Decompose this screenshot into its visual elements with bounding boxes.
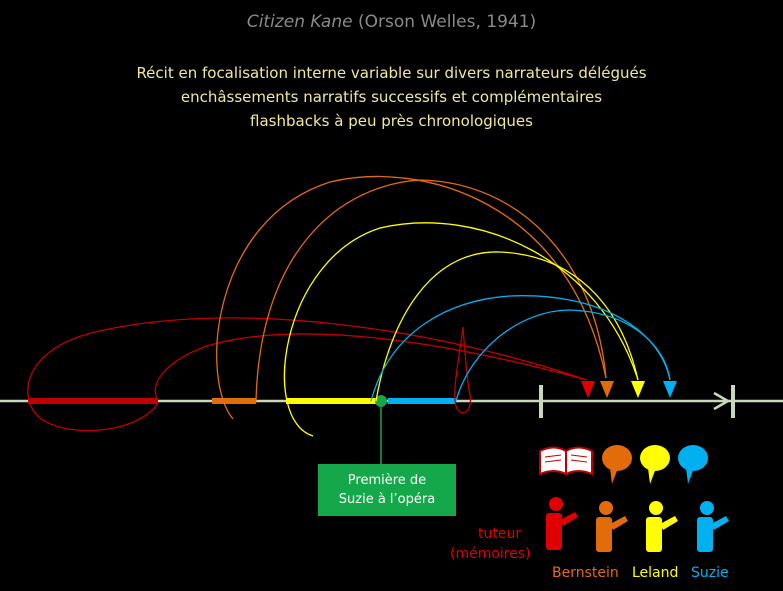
narrator-figure-bernstein [596,501,628,552]
arc-bernstein-inner [255,179,607,402]
narrator-figure-tuteur [546,497,578,550]
film-details: (Orson Welles, 1941) [357,12,537,32]
subtitle-line-1: Récit en focalisation interne variable s… [136,64,647,82]
arrowhead-tuteur [581,381,595,398]
timeline-arrowhead [713,391,731,411]
subtitle-line-3: flashbacks à peu près chronologiques [250,112,533,130]
callout-line-2: Suzie à l’opéra [338,492,436,507]
label-suzie: Suzie [691,565,729,581]
arc-tuteur-loop [454,326,472,414]
open-book-icon [539,446,593,476]
arc-leland-inner [375,251,639,402]
film-title: Citizen Kane [246,12,353,32]
arc-leland-outer [283,222,639,437]
narrator-figure-suzie [697,501,729,552]
opera-premiere-marker [375,395,387,407]
arrowhead-bernstein [600,381,614,398]
arrowhead-suzie [663,381,677,398]
arrowhead-leland [631,381,645,398]
label-tuteur-sub: (mémoires) [450,546,531,562]
callout-line-1: Première de [347,473,427,488]
arc-bernstein-outer [216,175,607,420]
speech-bubble-icon [678,445,708,484]
opera-premiere-callout: Première de Suzie à l’opéra [318,464,456,516]
narrator-figure-leland [646,501,678,552]
page-title: Citizen Kane (Orson Welles, 1941) [0,12,783,32]
label-leland: Leland [632,565,679,581]
label-tuteur: tuteur [478,526,522,542]
subtitle-line-2: enchâssements narratifs successifs et co… [180,88,603,106]
arc-suzie-inner [455,309,671,402]
speech-bubble-icon [602,445,632,484]
arc-tuteur-outer [27,317,588,432]
label-bernstein: Bernstein [552,565,619,581]
speech-bubble-icon [640,445,670,484]
arc-tuteur-inner [154,333,588,401]
